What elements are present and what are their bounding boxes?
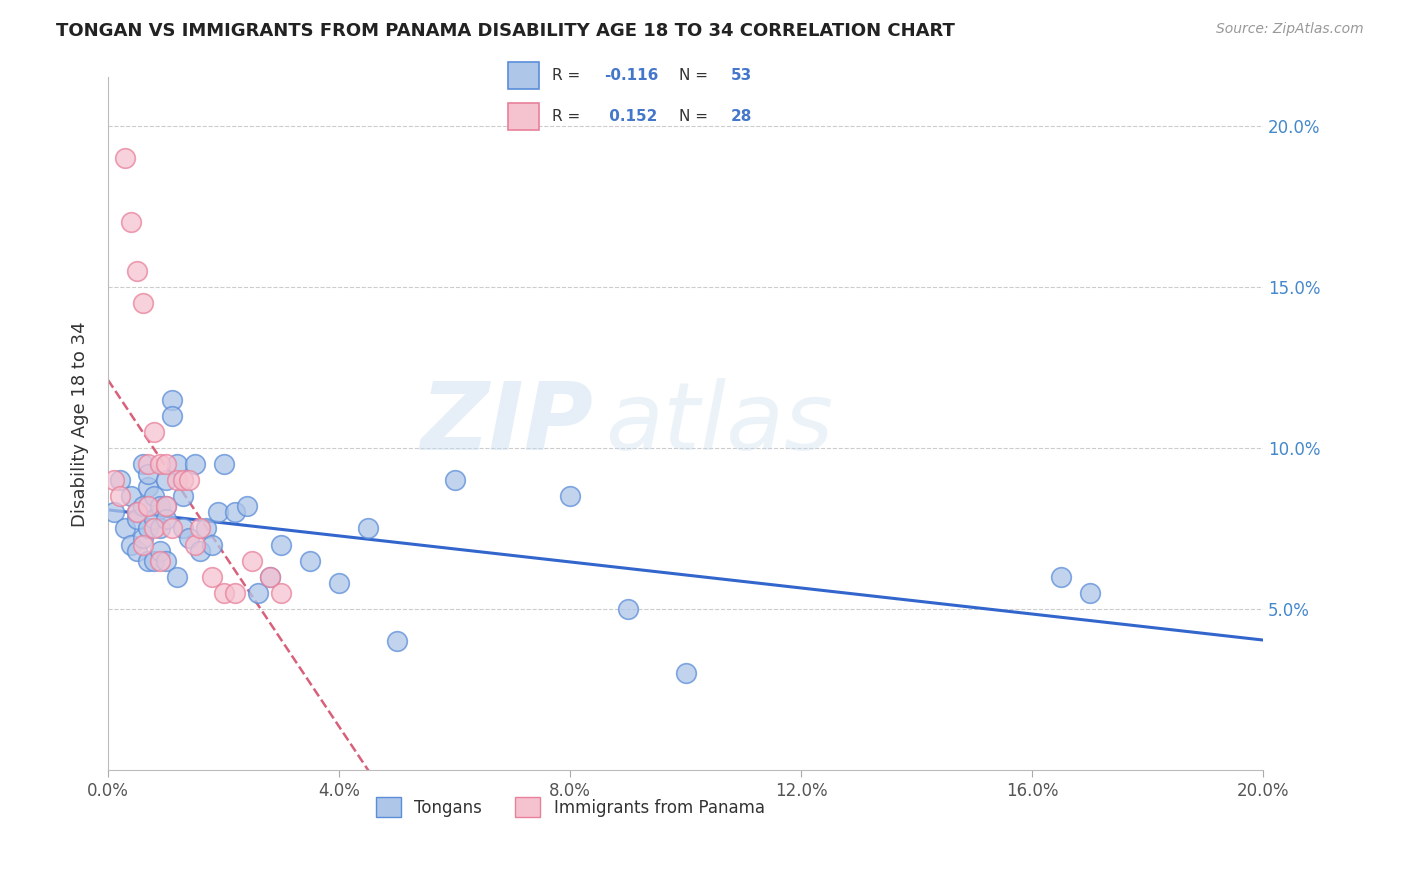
Point bbox=[299, 553, 322, 567]
Point bbox=[149, 544, 172, 558]
Point bbox=[270, 537, 292, 551]
Text: 0.152: 0.152 bbox=[605, 109, 658, 124]
Point bbox=[183, 537, 205, 551]
Point bbox=[160, 521, 183, 535]
Point bbox=[224, 586, 246, 600]
Point bbox=[143, 553, 166, 567]
Point bbox=[143, 512, 166, 526]
Point bbox=[558, 489, 581, 503]
Point bbox=[177, 531, 200, 545]
Point bbox=[120, 537, 142, 551]
Y-axis label: Disability Age 18 to 34: Disability Age 18 to 34 bbox=[72, 321, 89, 526]
Point bbox=[183, 457, 205, 471]
Point bbox=[120, 215, 142, 229]
Text: N =: N = bbox=[679, 109, 707, 124]
Point bbox=[155, 553, 177, 567]
Point bbox=[224, 505, 246, 519]
Point bbox=[190, 521, 212, 535]
Point bbox=[143, 425, 166, 439]
Point bbox=[155, 512, 177, 526]
Point bbox=[160, 392, 183, 407]
Point bbox=[131, 531, 153, 545]
Point bbox=[166, 473, 188, 487]
Point bbox=[1050, 570, 1073, 584]
Point bbox=[143, 489, 166, 503]
Point bbox=[1078, 586, 1101, 600]
Point bbox=[138, 499, 160, 513]
Point bbox=[125, 263, 148, 277]
Point bbox=[212, 586, 235, 600]
Point bbox=[155, 457, 177, 471]
Point bbox=[259, 570, 281, 584]
FancyBboxPatch shape bbox=[509, 62, 540, 89]
Point bbox=[177, 473, 200, 487]
Point bbox=[443, 473, 465, 487]
Point bbox=[172, 521, 194, 535]
Point bbox=[675, 666, 697, 681]
Point bbox=[138, 457, 160, 471]
Point bbox=[125, 544, 148, 558]
Text: R =: R = bbox=[551, 109, 579, 124]
Point bbox=[201, 537, 224, 551]
Point bbox=[125, 512, 148, 526]
Point bbox=[160, 409, 183, 423]
Point bbox=[242, 553, 264, 567]
Point bbox=[149, 457, 172, 471]
Point bbox=[138, 467, 160, 481]
Point bbox=[149, 521, 172, 535]
Text: TONGAN VS IMMIGRANTS FROM PANAMA DISABILITY AGE 18 TO 34 CORRELATION CHART: TONGAN VS IMMIGRANTS FROM PANAMA DISABIL… bbox=[56, 22, 955, 40]
Point bbox=[207, 505, 229, 519]
Point bbox=[108, 489, 131, 503]
Point bbox=[131, 537, 153, 551]
Point bbox=[190, 544, 212, 558]
Legend: Tongans, Immigrants from Panama: Tongans, Immigrants from Panama bbox=[368, 790, 772, 824]
Point bbox=[201, 570, 224, 584]
Point bbox=[131, 499, 153, 513]
Point bbox=[138, 553, 160, 567]
Point bbox=[149, 499, 172, 513]
FancyBboxPatch shape bbox=[509, 103, 540, 130]
Point bbox=[120, 489, 142, 503]
Point bbox=[212, 457, 235, 471]
Point bbox=[166, 570, 188, 584]
Point bbox=[138, 479, 160, 493]
Point bbox=[155, 473, 177, 487]
Point bbox=[247, 586, 270, 600]
Point bbox=[155, 499, 177, 513]
Point bbox=[125, 505, 148, 519]
Point bbox=[131, 296, 153, 310]
Point bbox=[270, 586, 292, 600]
Point bbox=[357, 521, 380, 535]
Point bbox=[195, 521, 218, 535]
Text: -0.116: -0.116 bbox=[605, 68, 658, 83]
Point bbox=[114, 151, 136, 165]
Point bbox=[103, 505, 125, 519]
Text: R =: R = bbox=[551, 68, 579, 83]
Text: atlas: atlas bbox=[605, 378, 832, 469]
Point bbox=[235, 499, 257, 513]
Point bbox=[131, 457, 153, 471]
Text: 53: 53 bbox=[731, 68, 752, 83]
Point bbox=[172, 473, 194, 487]
Point bbox=[172, 489, 194, 503]
Point bbox=[155, 499, 177, 513]
Point bbox=[617, 602, 640, 616]
Point bbox=[328, 576, 350, 591]
Point bbox=[138, 521, 160, 535]
Point bbox=[385, 634, 408, 648]
Point bbox=[108, 473, 131, 487]
Point bbox=[259, 570, 281, 584]
Point bbox=[166, 457, 188, 471]
Point bbox=[149, 553, 172, 567]
Text: 28: 28 bbox=[731, 109, 752, 124]
Text: Source: ZipAtlas.com: Source: ZipAtlas.com bbox=[1216, 22, 1364, 37]
Point bbox=[103, 473, 125, 487]
Point bbox=[114, 521, 136, 535]
Point bbox=[125, 505, 148, 519]
Text: N =: N = bbox=[679, 68, 707, 83]
Point bbox=[143, 521, 166, 535]
Text: ZIP: ZIP bbox=[420, 377, 593, 470]
